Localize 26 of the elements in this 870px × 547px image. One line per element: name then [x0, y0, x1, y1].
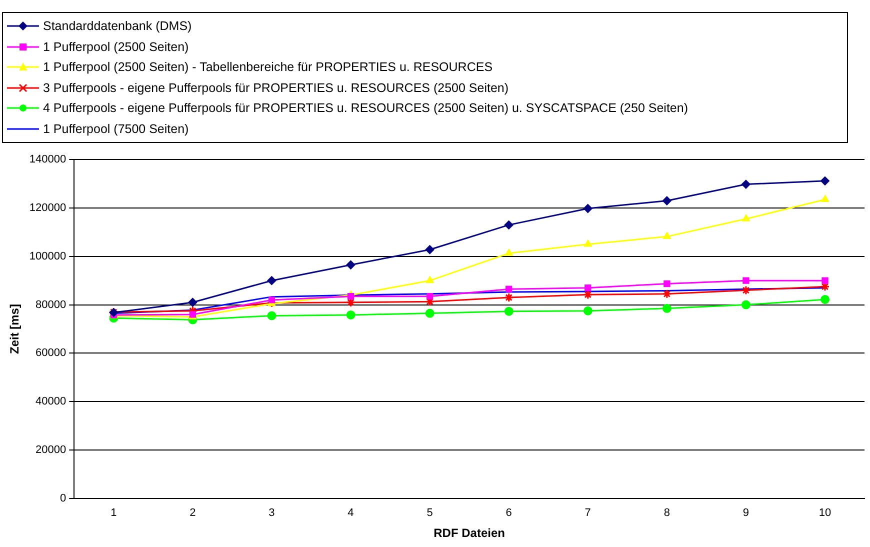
x-tick-label: 8	[664, 507, 670, 520]
y-tick-label: 40000	[36, 396, 66, 408]
y-axis-title: Zeit [ms]	[8, 304, 22, 354]
legend-label: 4 Pufferpools - eigene Pufferpools für PROPERTIES u. RESOURCES (2500 Seiten) u. SYSCATSPACE (250 Seiten)	[43, 101, 688, 116]
y-tick-label: 120000	[29, 202, 66, 214]
y-tick-label: 80000	[36, 298, 66, 311]
legend-label: 3 Pufferpools - eigene Pufferpools für PROPERTIES u. RESOURCES (2500 Seiten)	[43, 80, 509, 95]
y-tick-label: 100000	[29, 250, 66, 262]
x-axis-title: RDF Dateien	[434, 526, 505, 540]
legend-label: 1 Pufferpool (2500 Seiten) - Tabellenbereiche für PROPERTIES u. RESOURCES	[43, 60, 493, 74]
legend-label: 1 Pufferpool (7500 Seiten)	[43, 122, 189, 136]
x-tick-label: 10	[818, 507, 832, 520]
x-tick-label: 6	[506, 507, 512, 520]
x-tick-label: 7	[584, 507, 591, 520]
y-tick-label: 60000	[36, 347, 66, 360]
x-tick-label: 9	[742, 507, 750, 520]
y-tick-label: 0	[60, 492, 66, 504]
y-tick-label: 20000	[36, 444, 66, 456]
legend-label: Standarddatenbank (DMS)	[43, 19, 192, 34]
x-tick-label: 3	[268, 507, 275, 520]
x-tick-label: 1	[110, 507, 117, 520]
legend-label: 1 Pufferpool (2500 Seiten)	[43, 40, 189, 54]
x-tick-label: 4	[348, 507, 354, 520]
x-tick-label: 2	[190, 507, 196, 520]
x-tick-label: 5	[426, 507, 433, 520]
y-tick-label: 140000	[29, 154, 66, 166]
